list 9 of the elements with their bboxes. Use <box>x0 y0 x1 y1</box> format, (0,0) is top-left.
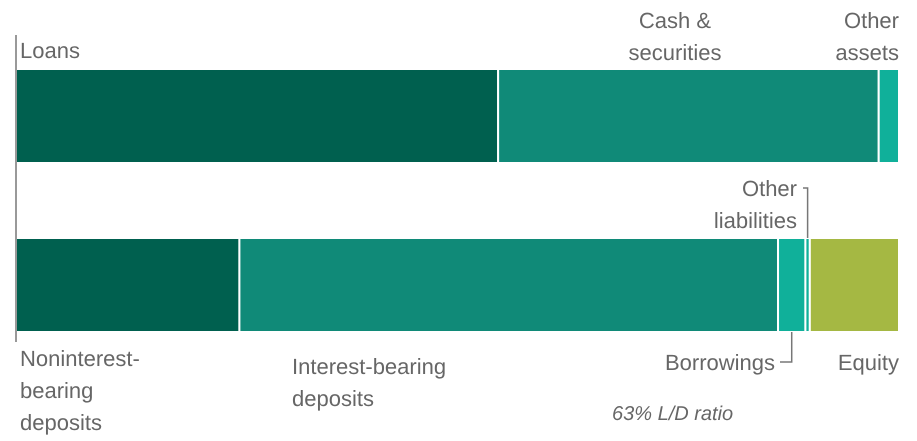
series-label: Borrowings <box>664 350 775 375</box>
text: 63% L/D ratio <box>612 403 734 425</box>
series-label: Other liabilities <box>714 176 797 233</box>
series-label: Loans <box>20 38 80 63</box>
series-label: Noninterest-bearing deposits <box>20 346 140 435</box>
series-label: Interest-bearing deposits <box>292 354 446 411</box>
series-label: Other assets <box>835 8 899 65</box>
series-label: Equity <box>838 350 899 375</box>
series-label: Cash & securities <box>628 8 722 65</box>
